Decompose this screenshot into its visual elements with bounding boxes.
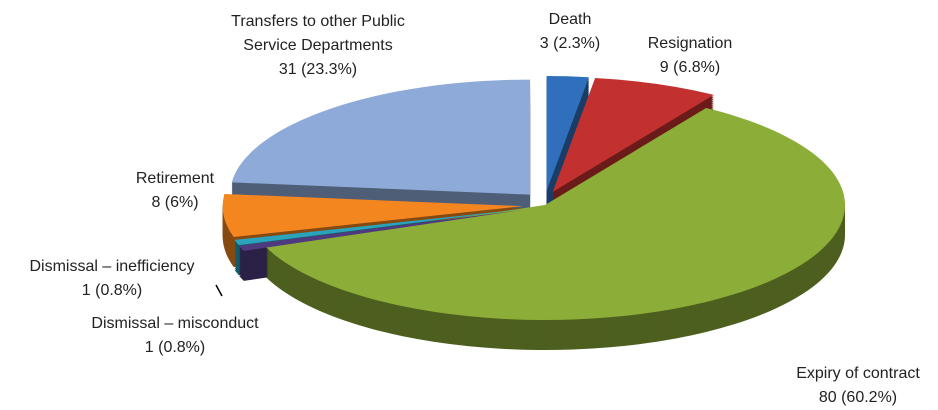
slice xyxy=(222,193,523,238)
slice-label: Dismissal – misconduct 1 (0.8%) xyxy=(55,312,295,360)
slice-label: Death 3 (2.3%) xyxy=(510,8,630,56)
leader-line xyxy=(215,284,223,297)
slice xyxy=(231,79,531,195)
category-name: Transfers to other Public Service Depart… xyxy=(231,13,405,54)
value-label: 9 (6.8%) xyxy=(659,59,721,76)
value-label: 1 (0.8%) xyxy=(81,282,143,299)
value-label: 8 (6%) xyxy=(151,194,199,211)
slice-label: Dismissal – inefficiency 1 (0.8%) xyxy=(0,255,227,303)
slice xyxy=(546,76,589,192)
slice xyxy=(264,107,846,321)
category-name: Death xyxy=(548,11,592,28)
category-name: Resignation xyxy=(647,35,733,52)
slice-label: Expiry of contract 80 (60.2%) xyxy=(768,362,938,410)
category-name: Dismissal – inefficiency xyxy=(29,258,195,275)
category-name: Dismissal – misconduct xyxy=(91,315,259,332)
category-name: Retirement xyxy=(135,170,215,187)
slice xyxy=(234,209,524,246)
value-label: 31 (23.3%) xyxy=(278,61,358,78)
slice xyxy=(239,209,524,251)
slice xyxy=(552,78,714,192)
slice-label: Retirement 8 (6%) xyxy=(105,167,245,215)
slice-label: Resignation 9 (6.8%) xyxy=(620,32,760,80)
category-name: Expiry of contract xyxy=(796,365,920,382)
value-label: 1 (0.8%) xyxy=(144,339,206,356)
value-label: 3 (2.3%) xyxy=(539,35,601,52)
slice-label: Transfers to other Public Service Depart… xyxy=(223,10,413,82)
value-label: 80 (60.2%) xyxy=(818,389,898,406)
